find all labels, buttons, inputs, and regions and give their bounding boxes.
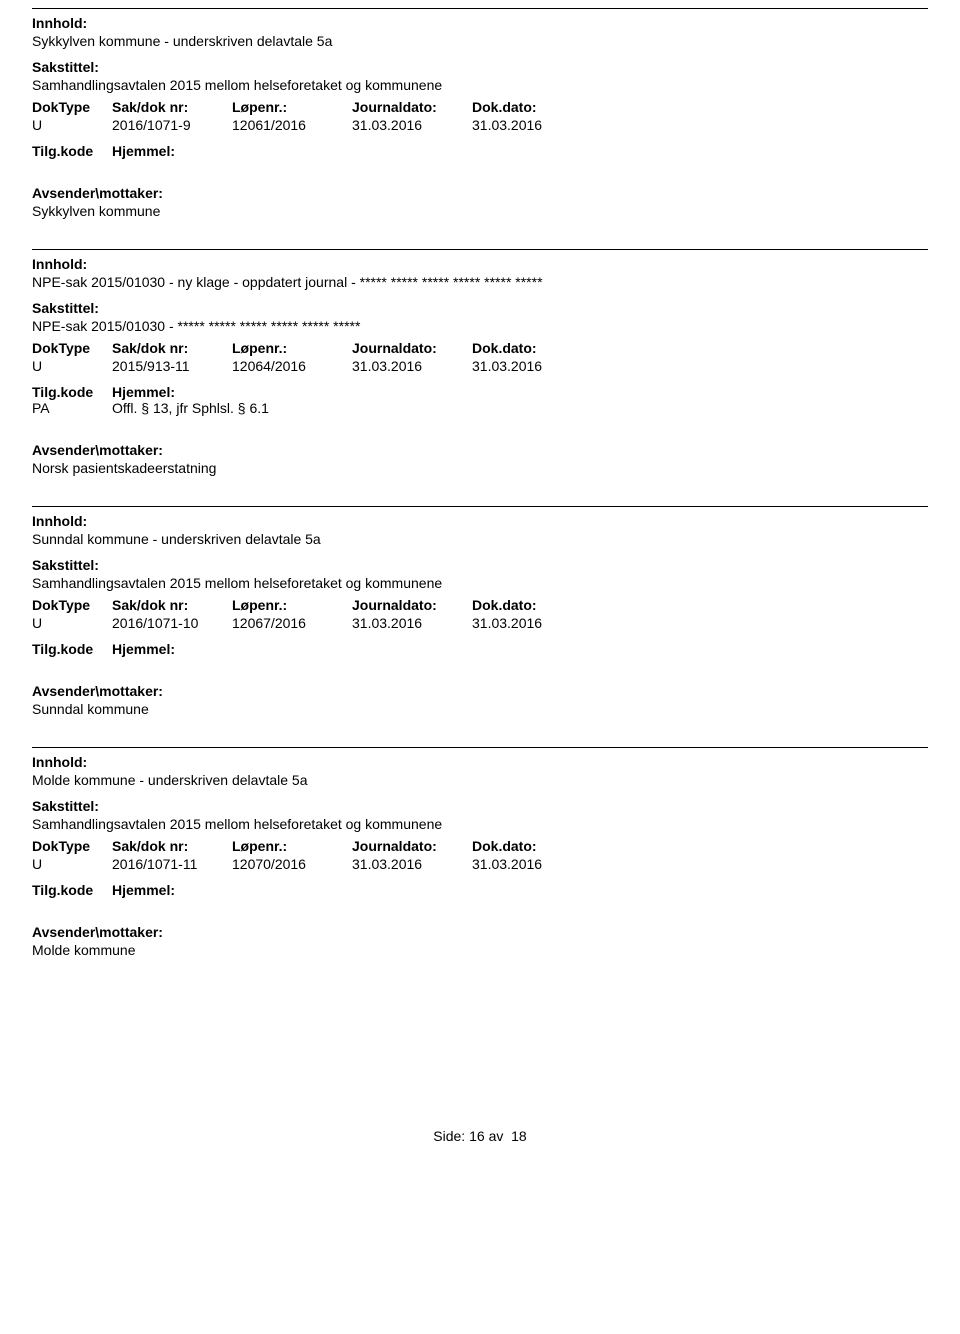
hjemmel-header: Hjemmel:	[112, 641, 175, 657]
lopenr-value: 12067/2016	[232, 615, 352, 631]
doktype-value: U	[32, 358, 112, 374]
table-header-row: DokType Sak/dok nr: Løpenr.: Journaldato…	[32, 340, 928, 356]
journaldato-header: Journaldato:	[352, 838, 472, 854]
sakdoknr-value: 2016/1071-9	[112, 117, 232, 133]
journal-record: Innhold: NPE-sak 2015/01030 - ny klage -…	[32, 249, 928, 506]
tilg-header-row: Tilg.kode Hjemmel:	[32, 384, 928, 400]
sakstittel-value: NPE-sak 2015/01030 - ***** ***** ***** *…	[32, 318, 928, 334]
hjemmel-header: Hjemmel:	[112, 384, 175, 400]
tilgkode-header: Tilg.kode	[32, 143, 112, 159]
footer-av: av	[489, 1128, 504, 1144]
footer-page: 16	[469, 1128, 485, 1144]
avsender-value: Sunndal kommune	[32, 701, 928, 717]
sakdoknr-header: Sak/dok nr:	[112, 340, 232, 356]
doktype-value: U	[32, 117, 112, 133]
hjemmel-value: Offl. § 13, jfr Sphlsl. § 6.1	[112, 400, 269, 416]
avsender-value: Molde kommune	[32, 942, 928, 958]
sakstittel-label: Sakstittel:	[32, 557, 928, 573]
dokdato-value: 31.03.2016	[472, 117, 592, 133]
doktype-value: U	[32, 615, 112, 631]
sakstittel-label: Sakstittel:	[32, 59, 928, 75]
doktype-header: DokType	[32, 597, 112, 613]
tilgkode-header: Tilg.kode	[32, 882, 112, 898]
hjemmel-header: Hjemmel:	[112, 143, 175, 159]
dokdato-value: 31.03.2016	[472, 856, 592, 872]
journaldato-value: 31.03.2016	[352, 358, 472, 374]
lopenr-value: 12064/2016	[232, 358, 352, 374]
dokdato-value: 31.03.2016	[472, 358, 592, 374]
lopenr-header: Løpenr.:	[232, 340, 352, 356]
sakstittel-value: Samhandlingsavtalen 2015 mellom helsefor…	[32, 575, 928, 591]
footer-total: 18	[511, 1128, 527, 1144]
tilg-header-row: Tilg.kode Hjemmel:	[32, 641, 928, 657]
table-header-row: DokType Sak/dok nr: Løpenr.: Journaldato…	[32, 597, 928, 613]
doktype-header: DokType	[32, 99, 112, 115]
tilgkode-header: Tilg.kode	[32, 641, 112, 657]
doktype-header: DokType	[32, 838, 112, 854]
innhold-value: Sykkylven kommune - underskriven delavta…	[32, 33, 928, 49]
journaldato-header: Journaldato:	[352, 597, 472, 613]
dokdato-header: Dok.dato:	[472, 838, 592, 854]
sakstittel-label: Sakstittel:	[32, 300, 928, 316]
tilg-header-row: Tilg.kode Hjemmel:	[32, 882, 928, 898]
avsender-label: Avsender\mottaker:	[32, 185, 928, 201]
page-footer: Side: 16 av 18	[32, 1128, 928, 1144]
journaldato-value: 31.03.2016	[352, 856, 472, 872]
innhold-value: Sunndal kommune - underskriven delavtale…	[32, 531, 928, 547]
avsender-value: Sykkylven kommune	[32, 203, 928, 219]
footer-side-label: Side:	[433, 1128, 465, 1144]
avsender-value: Norsk pasientskadeerstatning	[32, 460, 928, 476]
tilgkode-value: PA	[32, 400, 112, 416]
sakstittel-value: Samhandlingsavtalen 2015 mellom helsefor…	[32, 77, 928, 93]
tilg-value-row: PA Offl. § 13, jfr Sphlsl. § 6.1	[32, 400, 928, 416]
sakstittel-value: Samhandlingsavtalen 2015 mellom helsefor…	[32, 816, 928, 832]
dokdato-value: 31.03.2016	[472, 615, 592, 631]
hjemmel-header: Hjemmel:	[112, 882, 175, 898]
dokdato-header: Dok.dato:	[472, 99, 592, 115]
sakdoknr-header: Sak/dok nr:	[112, 99, 232, 115]
dokdato-header: Dok.dato:	[472, 340, 592, 356]
journal-record: Innhold: Molde kommune - underskriven de…	[32, 747, 928, 988]
sakdoknr-value: 2015/913-11	[112, 358, 232, 374]
doktype-value: U	[32, 856, 112, 872]
lopenr-header: Løpenr.:	[232, 597, 352, 613]
tilgkode-header: Tilg.kode	[32, 384, 112, 400]
journaldato-value: 31.03.2016	[352, 615, 472, 631]
table-header-row: DokType Sak/dok nr: Løpenr.: Journaldato…	[32, 838, 928, 854]
innhold-label: Innhold:	[32, 754, 928, 770]
avsender-label: Avsender\mottaker:	[32, 442, 928, 458]
innhold-value: Molde kommune - underskriven delavtale 5…	[32, 772, 928, 788]
innhold-label: Innhold:	[32, 256, 928, 272]
table-header-row: DokType Sak/dok nr: Løpenr.: Journaldato…	[32, 99, 928, 115]
journaldato-header: Journaldato:	[352, 99, 472, 115]
avsender-label: Avsender\mottaker:	[32, 924, 928, 940]
sakdoknr-value: 2016/1071-10	[112, 615, 232, 631]
lopenr-value: 12061/2016	[232, 117, 352, 133]
innhold-label: Innhold:	[32, 15, 928, 31]
table-row: U 2016/1071-11 12070/2016 31.03.2016 31.…	[32, 856, 928, 872]
table-row: U 2016/1071-9 12061/2016 31.03.2016 31.0…	[32, 117, 928, 133]
sakdoknr-header: Sak/dok nr:	[112, 597, 232, 613]
journaldato-value: 31.03.2016	[352, 117, 472, 133]
sakstittel-label: Sakstittel:	[32, 798, 928, 814]
tilg-header-row: Tilg.kode Hjemmel:	[32, 143, 928, 159]
table-row: U 2015/913-11 12064/2016 31.03.2016 31.0…	[32, 358, 928, 374]
lopenr-header: Løpenr.:	[232, 99, 352, 115]
journal-record: Innhold: Sykkylven kommune - underskrive…	[32, 8, 928, 249]
innhold-value: NPE-sak 2015/01030 - ny klage - oppdater…	[32, 274, 928, 290]
avsender-label: Avsender\mottaker:	[32, 683, 928, 699]
innhold-label: Innhold:	[32, 513, 928, 529]
dokdato-header: Dok.dato:	[472, 597, 592, 613]
journaldato-header: Journaldato:	[352, 340, 472, 356]
sakdoknr-value: 2016/1071-11	[112, 856, 232, 872]
journal-record: Innhold: Sunndal kommune - underskriven …	[32, 506, 928, 747]
sakdoknr-header: Sak/dok nr:	[112, 838, 232, 854]
lopenr-value: 12070/2016	[232, 856, 352, 872]
table-row: U 2016/1071-10 12067/2016 31.03.2016 31.…	[32, 615, 928, 631]
doktype-header: DokType	[32, 340, 112, 356]
lopenr-header: Løpenr.:	[232, 838, 352, 854]
